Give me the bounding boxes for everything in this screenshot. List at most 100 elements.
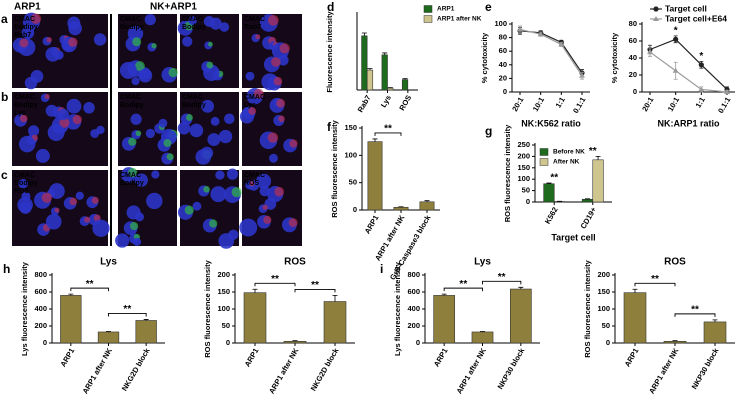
significance: ** (651, 274, 659, 285)
bar (283, 340, 307, 344)
y-tick-label: 20 (629, 70, 637, 79)
panel-letter: b (1, 90, 8, 104)
legend-label: After NK (553, 159, 580, 166)
stain (184, 205, 194, 215)
chart-title: Lys (474, 257, 491, 268)
stain (248, 107, 257, 115)
cell (188, 16, 198, 25)
cell (132, 237, 142, 246)
y-tick-label: 200 (407, 321, 420, 330)
cell (45, 213, 62, 230)
cell (66, 98, 82, 114)
significance: ** (550, 173, 558, 184)
y-tick-label: 600 (34, 287, 47, 296)
stain-label: CMAC (120, 172, 141, 179)
bar (243, 292, 267, 344)
stain (289, 139, 298, 148)
bracket (634, 282, 676, 287)
significance: ** (498, 272, 506, 283)
stain (91, 196, 99, 204)
y-tick-label: 50 (602, 321, 610, 330)
point (647, 49, 653, 55)
y-tick-label: 400 (34, 304, 47, 313)
y-axis-label: % cytotoxicity (480, 32, 489, 83)
panel-letter: a (1, 12, 8, 26)
bracket (443, 287, 483, 292)
y-tick-label: 50 (222, 321, 230, 330)
y-axis-label: % cytotoxicity (610, 32, 619, 83)
legend-label: Before NK (553, 149, 585, 156)
cell (245, 71, 255, 81)
stain (68, 37, 78, 47)
y-tick-label: 800 (407, 270, 420, 279)
panel-letter: f (327, 120, 332, 134)
cell (256, 173, 272, 189)
cell (119, 61, 137, 79)
bar (623, 292, 647, 344)
cell (182, 36, 193, 47)
stain (207, 41, 213, 47)
y-axis-label: Lys fluorescence intensity (393, 261, 402, 356)
bar (509, 288, 532, 344)
y-tick-label: 100 (217, 304, 230, 313)
stain-label: CMAC (14, 16, 35, 23)
y-tick-label: 400 (407, 304, 420, 313)
y-axis-label: ROS fluorescence intensity (583, 259, 592, 357)
cell (165, 130, 177, 142)
legend-marker (653, 6, 659, 12)
stain (135, 130, 142, 137)
bar (703, 321, 727, 344)
stain (163, 139, 172, 148)
bar (543, 183, 555, 203)
cell (75, 191, 84, 200)
cell (83, 102, 95, 114)
stain-label: Bodipy (120, 102, 144, 109)
stain-label: Bodipy (14, 180, 38, 187)
stain-label: ROS (14, 188, 30, 195)
stain (203, 185, 210, 193)
y-tick-label: 60 (629, 36, 637, 45)
error-bar (402, 78, 408, 80)
line (649, 38, 728, 90)
stain-label: Bodipy (120, 180, 144, 187)
cell (47, 124, 65, 142)
bar (471, 331, 494, 344)
point (579, 72, 585, 78)
bar (97, 331, 120, 344)
significance: ** (384, 124, 392, 135)
cell (192, 201, 202, 211)
cell (269, 153, 278, 163)
cell (18, 135, 36, 153)
y-tick-label: 200 (597, 270, 610, 279)
error-bar (252, 288, 258, 293)
y-tick-label: 0 (353, 205, 357, 214)
y-axis-label: ROS fluorescence intensity (203, 259, 212, 357)
stain (84, 216, 91, 223)
stain (274, 186, 285, 197)
significance: ** (123, 304, 131, 315)
error-bar (595, 156, 601, 160)
significance: * (674, 26, 678, 37)
cell (151, 170, 160, 179)
y-tick-label: 0 (633, 87, 637, 96)
bar (361, 35, 368, 91)
error-bar (398, 206, 404, 208)
stain-label: Lys (244, 102, 256, 109)
stain (288, 218, 298, 228)
stain-label: CMAC (14, 172, 35, 179)
stain (262, 204, 268, 211)
legend-swatch (539, 158, 549, 166)
cell (209, 17, 222, 30)
bracket (294, 288, 336, 293)
chart-title: ROS (664, 257, 686, 268)
y-tick-label: 200 (217, 270, 230, 279)
error-bar (672, 340, 678, 342)
error-bar (546, 182, 552, 184)
stain (231, 187, 242, 198)
stain-label: Rab7 (14, 32, 31, 39)
y-tick-label: 250 (517, 140, 530, 149)
y-tick-label: 50 (522, 186, 530, 195)
cell (17, 197, 33, 213)
y-tick-label: 40 (629, 53, 637, 62)
